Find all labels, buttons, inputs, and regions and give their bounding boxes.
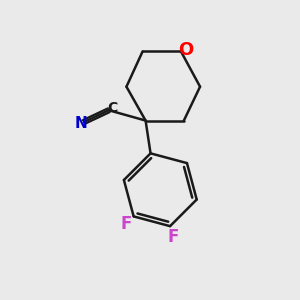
Text: O: O bbox=[178, 41, 194, 59]
Text: N: N bbox=[75, 116, 88, 131]
Text: F: F bbox=[167, 228, 178, 246]
Text: C: C bbox=[107, 101, 118, 115]
Text: F: F bbox=[120, 215, 131, 233]
